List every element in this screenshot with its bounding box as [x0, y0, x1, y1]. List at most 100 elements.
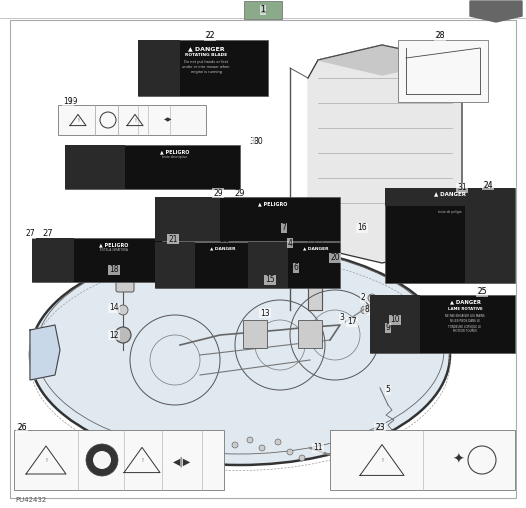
Circle shape [259, 445, 265, 451]
Text: 10: 10 [390, 315, 400, 325]
Text: 28: 28 [435, 31, 445, 41]
Text: ESTELA GIRATORIA: ESTELA GIRATORIA [100, 248, 128, 252]
Circle shape [217, 432, 223, 438]
Text: ROTATING BLADE: ROTATING BLADE [185, 53, 227, 57]
FancyBboxPatch shape [10, 20, 516, 498]
Text: PU42432: PU42432 [15, 497, 46, 503]
Text: !: ! [45, 459, 47, 463]
Text: ▲ DANGER: ▲ DANGER [188, 46, 224, 51]
FancyBboxPatch shape [298, 320, 322, 348]
Text: NI LES PIEDS DANS LE: NI LES PIEDS DANS LE [450, 319, 480, 323]
Text: 5: 5 [386, 386, 390, 395]
FancyBboxPatch shape [370, 295, 420, 353]
Text: !: ! [134, 118, 136, 123]
FancyBboxPatch shape [465, 206, 515, 283]
FancyBboxPatch shape [398, 40, 488, 102]
Text: 1: 1 [260, 6, 266, 15]
FancyBboxPatch shape [244, 1, 282, 19]
Polygon shape [30, 325, 60, 380]
FancyBboxPatch shape [138, 40, 180, 96]
Circle shape [118, 305, 128, 315]
Polygon shape [308, 200, 322, 310]
Text: 21: 21 [168, 235, 178, 243]
Circle shape [287, 449, 293, 455]
FancyBboxPatch shape [385, 188, 515, 206]
Text: ▲ DANGER: ▲ DANGER [434, 191, 466, 196]
FancyBboxPatch shape [116, 268, 134, 292]
FancyBboxPatch shape [370, 295, 515, 353]
Text: 8: 8 [365, 305, 369, 314]
FancyBboxPatch shape [14, 430, 224, 490]
Text: 3: 3 [340, 313, 345, 323]
Circle shape [275, 439, 281, 445]
Text: ▲ DANGER: ▲ DANGER [303, 246, 328, 250]
Text: !: ! [141, 459, 143, 463]
FancyBboxPatch shape [65, 145, 125, 189]
FancyBboxPatch shape [330, 430, 515, 490]
Polygon shape [470, 1, 522, 22]
FancyBboxPatch shape [155, 242, 340, 288]
Polygon shape [308, 45, 462, 263]
Text: 19: 19 [67, 98, 77, 107]
Text: ▲ DANGER: ▲ DANGER [450, 299, 480, 304]
Text: 1: 1 [260, 5, 266, 15]
Text: 26: 26 [17, 424, 27, 432]
FancyBboxPatch shape [58, 105, 206, 135]
Text: 23: 23 [375, 423, 385, 431]
FancyBboxPatch shape [32, 238, 162, 282]
Text: 23: 23 [375, 423, 386, 431]
Text: texto de peligro: texto de peligro [438, 210, 462, 214]
Text: !: ! [77, 118, 79, 123]
Text: texto descriptivo: texto descriptivo [163, 155, 188, 159]
Text: 29: 29 [213, 188, 223, 198]
Circle shape [115, 327, 131, 343]
Text: 19: 19 [63, 98, 73, 107]
Ellipse shape [30, 245, 450, 465]
FancyBboxPatch shape [385, 188, 515, 283]
Circle shape [93, 451, 111, 469]
Text: 25: 25 [477, 288, 487, 297]
FancyBboxPatch shape [155, 197, 340, 241]
Text: ▲ PELIGRO: ▲ PELIGRO [258, 201, 288, 206]
FancyBboxPatch shape [32, 238, 74, 282]
Circle shape [232, 442, 238, 448]
FancyBboxPatch shape [155, 242, 195, 288]
Polygon shape [318, 45, 452, 75]
Text: 6: 6 [294, 264, 298, 272]
Text: 25: 25 [477, 288, 487, 297]
Text: ✦: ✦ [452, 453, 464, 467]
Circle shape [299, 455, 305, 461]
FancyBboxPatch shape [155, 197, 220, 241]
Text: !: ! [381, 459, 383, 463]
Text: 22: 22 [205, 31, 215, 41]
Text: 9: 9 [386, 324, 390, 333]
Text: ▲ DANGER: ▲ DANGER [210, 246, 236, 250]
Text: 15: 15 [265, 275, 275, 284]
Text: Do not put hands or feet: Do not put hands or feet [184, 60, 228, 64]
Text: 14: 14 [109, 303, 119, 312]
Text: 21: 21 [220, 235, 230, 243]
FancyBboxPatch shape [138, 40, 268, 96]
Text: 13: 13 [260, 308, 270, 318]
Text: 18: 18 [109, 266, 119, 274]
Text: NE PAS ENGAGER LES MAINS: NE PAS ENGAGER LES MAINS [445, 314, 485, 318]
Text: 31: 31 [457, 183, 467, 193]
Text: LAME ROTATIVE: LAME ROTATIVE [448, 307, 482, 311]
Text: ◀▶: ◀▶ [164, 117, 172, 122]
Circle shape [368, 294, 376, 302]
Text: 2: 2 [361, 294, 366, 302]
Text: 4: 4 [288, 238, 292, 247]
Text: 29: 29 [235, 188, 245, 198]
Text: 27: 27 [43, 230, 53, 238]
FancyBboxPatch shape [248, 242, 288, 288]
Text: ▲ PELIGRO: ▲ PELIGRO [99, 242, 129, 247]
Text: under or into mower when: under or into mower when [183, 65, 230, 69]
Text: 26: 26 [17, 424, 27, 432]
FancyBboxPatch shape [243, 320, 267, 348]
Circle shape [388, 316, 396, 324]
Text: 24: 24 [483, 180, 493, 189]
Circle shape [361, 306, 369, 314]
Text: 16: 16 [357, 224, 367, 233]
Circle shape [381, 324, 389, 332]
FancyBboxPatch shape [65, 145, 240, 189]
